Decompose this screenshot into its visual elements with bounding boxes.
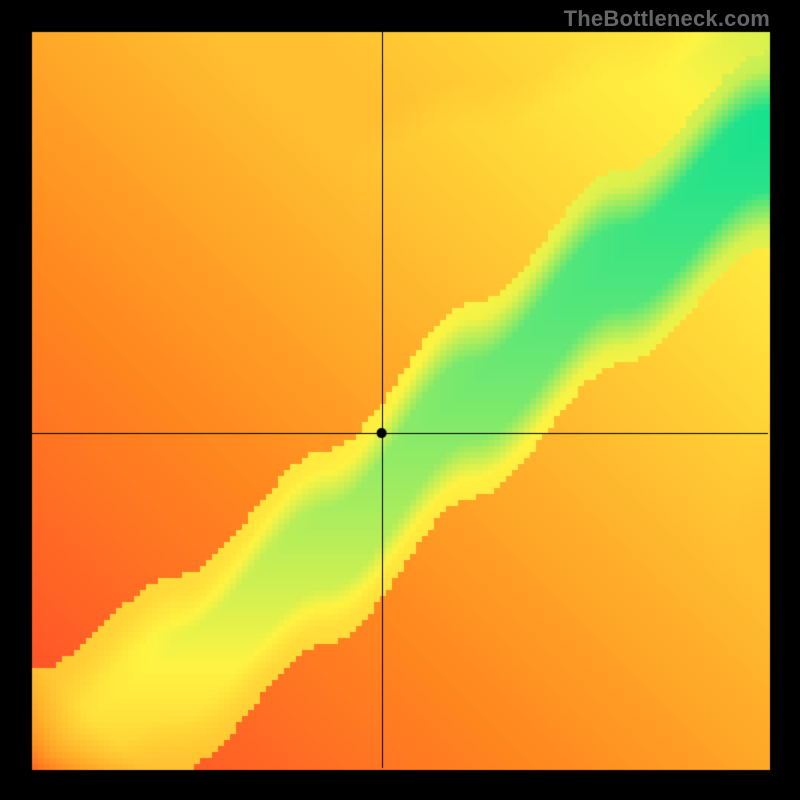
bottleneck-heatmap xyxy=(0,0,800,800)
watermark-text: TheBottleneck.com xyxy=(564,6,770,32)
chart-container: TheBottleneck.com xyxy=(0,0,800,800)
